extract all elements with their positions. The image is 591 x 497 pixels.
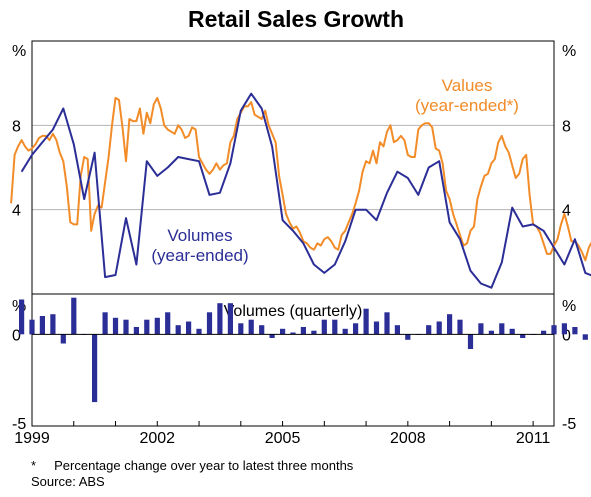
top-right-tick-label: 8 (562, 118, 571, 135)
quarterly-bar (499, 323, 505, 335)
quarterly-bar (478, 323, 484, 335)
quarterly-bar (186, 321, 192, 335)
quarterly-bar (196, 328, 202, 335)
bottom-panel-frame (31, 293, 555, 427)
quarterly-bar (457, 319, 463, 335)
footnote-line: * Percentage change over year to latest … (31, 458, 353, 473)
quarterly-bar (165, 312, 171, 335)
bottom-right-tick-label: -5 (562, 416, 576, 433)
quarterly-bar (60, 334, 66, 344)
quarterly-bar (175, 325, 181, 335)
quarterly-bar (436, 321, 442, 335)
quarterly-bar (227, 303, 233, 335)
bottom-right-unit: % (562, 298, 576, 315)
quarterly-bar (280, 328, 286, 335)
bottom-right-tick-label: 0 (562, 327, 571, 344)
quarterly-bar (92, 334, 98, 403)
quarterly-bar (405, 334, 411, 340)
values-line (10, 96, 591, 262)
bottom-left-tick-label: -5 (12, 416, 26, 433)
x-tick-label: 2005 (265, 430, 301, 447)
quarterly-bar (238, 323, 244, 335)
x-axis-ticks (31, 421, 534, 426)
volumes-line (20, 92, 591, 289)
quarterly-bar (541, 330, 547, 335)
footnote-star: * (31, 458, 37, 473)
quarterly-bar (133, 327, 139, 335)
quarterly-bar (582, 334, 588, 340)
quarterly-bar (19, 299, 25, 335)
quarterly-bar (71, 297, 77, 335)
quarterly-bar (112, 317, 119, 335)
quarterly-bar (363, 308, 369, 335)
quarterly-bar (269, 334, 275, 338)
top-panel: % % 8 8 4 4 Values (year-ended*) Volumes (y… (10, 40, 591, 295)
quarterly-bar (248, 319, 254, 335)
quarterly-bars (19, 297, 588, 403)
volumes-series-sublabel: (year-ended) (151, 246, 248, 265)
quarterly-bar (39, 316, 45, 335)
quarterly-bar (447, 314, 453, 335)
top-right-tick-label: 4 (562, 203, 571, 220)
top-left-unit: % (12, 43, 26, 60)
chart-title: Retail Sales Growth (188, 6, 404, 32)
quarterly-bar (373, 321, 380, 335)
bottom-left-tick-label: 0 (12, 327, 21, 344)
quarterly-bar (259, 325, 265, 335)
quarterly-bar (342, 328, 348, 335)
quarterly-bar (321, 319, 327, 335)
x-tick-label: 2008 (390, 430, 426, 447)
bottom-panel-title: Volumes (quarterly) (224, 303, 363, 320)
quarterly-bar (29, 319, 35, 335)
top-right-unit: % (562, 43, 576, 60)
quarterly-bar (300, 327, 306, 335)
quarterly-bar (353, 323, 359, 335)
top-left-tick-label: 8 (12, 118, 21, 135)
quarterly-bar (123, 319, 129, 335)
source-note: Source: ABS (31, 474, 105, 489)
x-axis-year-labels: 1999 2002 2005 2008 2011 (14, 430, 550, 447)
quarterly-bar (332, 319, 338, 335)
quarterly-bar (551, 325, 557, 335)
quarterly-bar (572, 327, 578, 335)
quarterly-bar (206, 312, 213, 335)
quarterly-bar (384, 312, 390, 335)
quarterly-bar (520, 334, 526, 338)
quarterly-bar (467, 334, 474, 349)
quarterly-bar (561, 323, 567, 335)
quarterly-bar (311, 330, 317, 335)
quarterly-bar (394, 325, 400, 335)
quarterly-bar (217, 303, 223, 335)
quarterly-bar (50, 314, 56, 335)
x-tick-label: 2002 (139, 430, 175, 447)
x-tick-label: 1999 (14, 430, 50, 447)
quarterly-bar (488, 330, 494, 335)
quarterly-bar (154, 317, 160, 335)
quarterly-bar (426, 325, 432, 335)
volumes-series-label: Volumes (167, 226, 232, 245)
values-series-label: Values (442, 76, 493, 95)
quarterly-bar (144, 319, 150, 335)
bottom-tick-labels: 0 0 -5 -5 (12, 327, 576, 433)
values-series-sublabel: (year-ended*) (415, 96, 519, 115)
quarterly-bar (290, 332, 296, 335)
quarterly-bar (102, 312, 108, 335)
footnote-text: Percentage change over year to latest th… (54, 458, 354, 473)
top-left-tick-label: 4 (12, 203, 21, 220)
bottom-panel: Volumes (quarterly) % % 00-5-5 199920022… (12, 293, 588, 447)
quarterly-bar (509, 328, 515, 335)
top-gridlines (32, 124, 554, 211)
top-tick-labels: 8 8 4 4 (12, 118, 571, 219)
x-tick-label: 2011 (516, 430, 551, 447)
